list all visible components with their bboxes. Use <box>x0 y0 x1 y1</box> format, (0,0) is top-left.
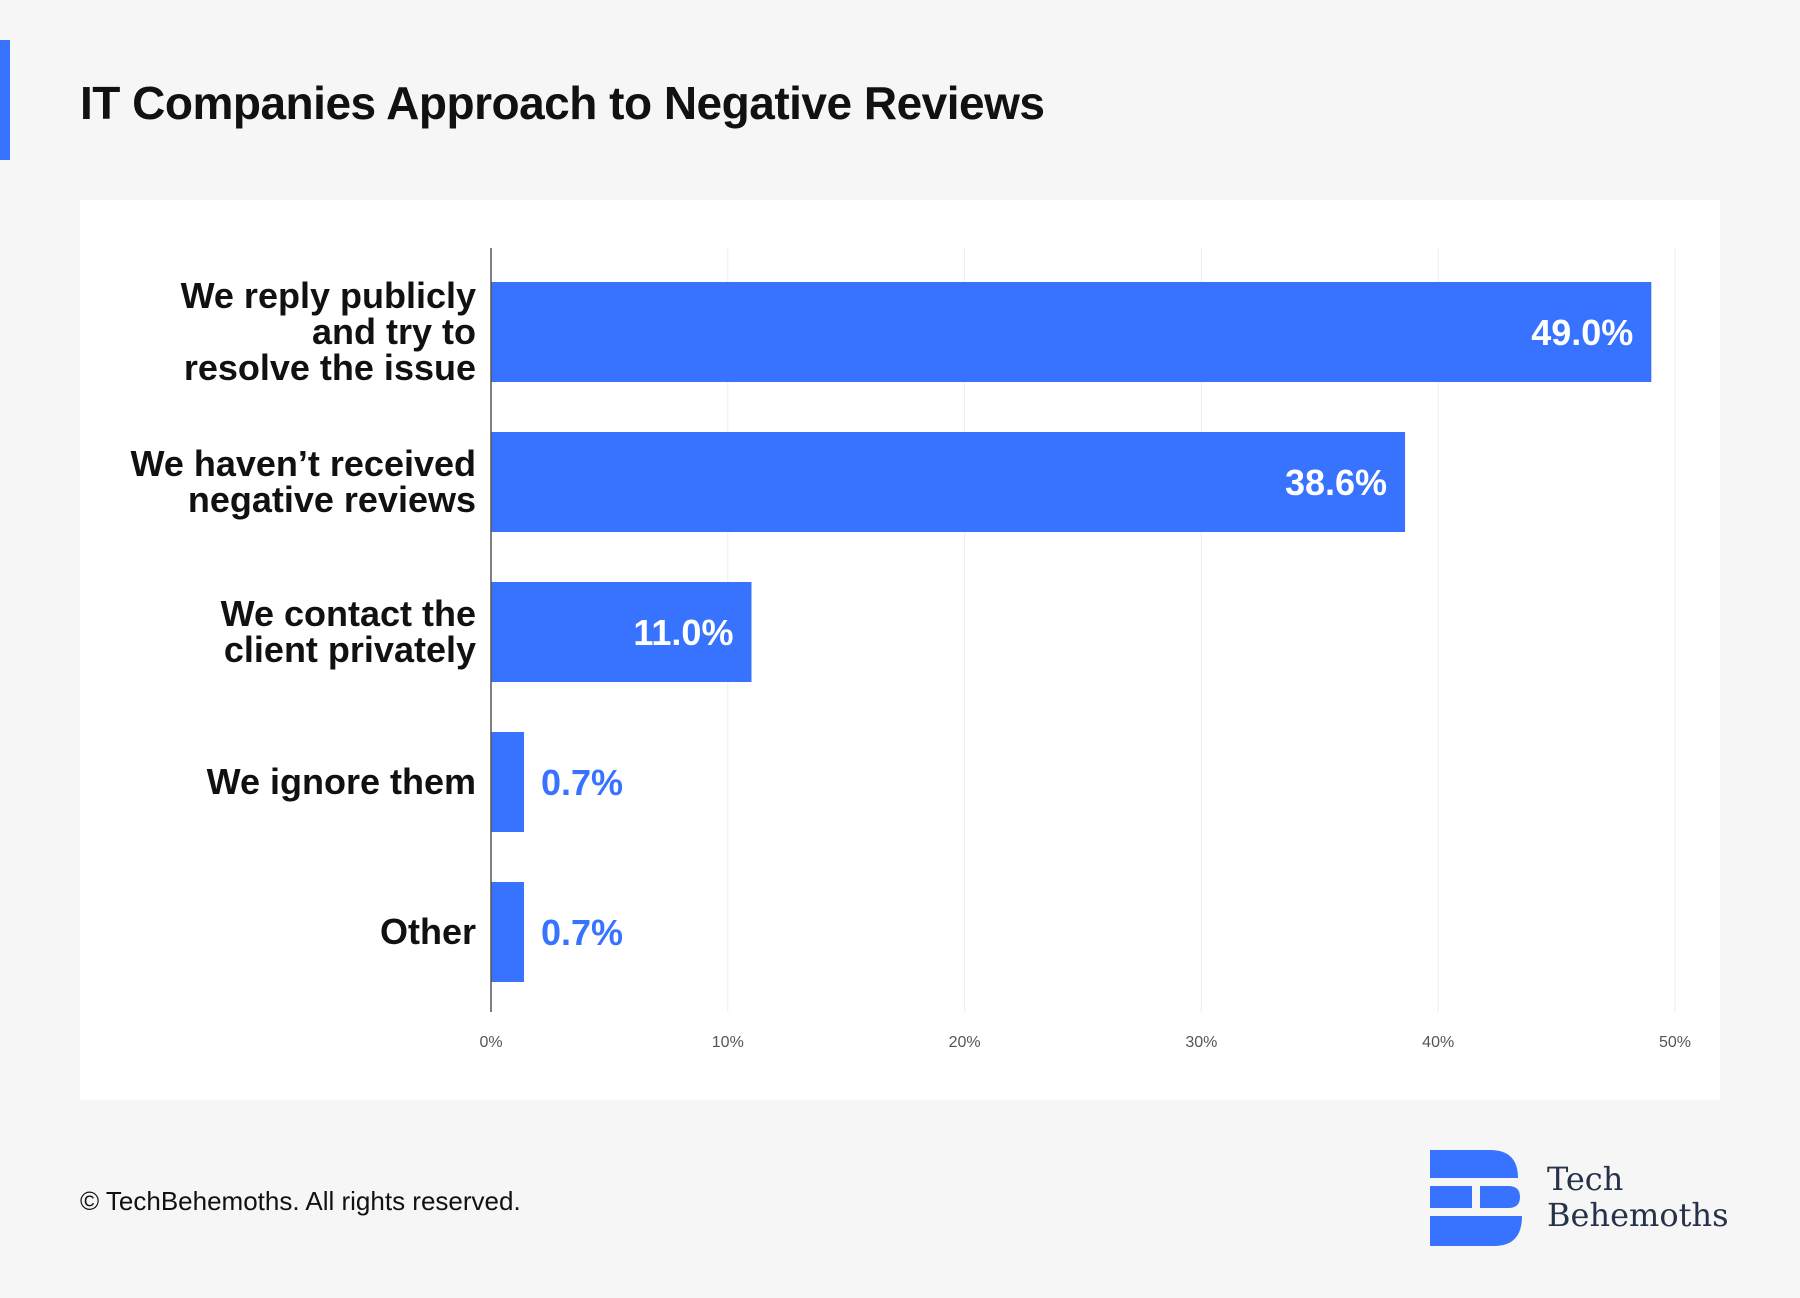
bar-value-label: 49.0% <box>1531 312 1633 353</box>
x-tick-label: 50% <box>1659 1034 1691 1051</box>
category-label-line: We ignore them <box>207 761 476 802</box>
category-label: We haven’t received negative reviews <box>131 443 477 520</box>
accent-bar <box>0 40 10 160</box>
bar-value-label: 38.6% <box>1285 462 1387 503</box>
brand-name-line2: Behemoths <box>1547 1196 1729 1234</box>
category-label-line: Other <box>380 911 476 952</box>
bar-value-label: 0.7% <box>541 912 623 953</box>
category-label: We reply publicly and try to resolve the i… <box>181 275 476 388</box>
category-label: Other <box>380 911 476 952</box>
x-tick-label: 30% <box>1185 1034 1217 1051</box>
category-label-line: resolve the issue <box>184 347 476 388</box>
bar-value-label: 0.7% <box>541 762 623 803</box>
bar <box>491 882 524 982</box>
x-tick-label: 20% <box>949 1034 981 1051</box>
techbehemoths-logo-icon <box>1430 1150 1522 1246</box>
bar-chart: 0% 10% 20% 30% 40% 50% 49.0% We reply publicly a… <box>131 248 1691 1051</box>
bar-value-label: 11.0% <box>633 612 733 653</box>
category-label: We ignore them <box>207 761 476 802</box>
category-label-line: We reply publicly <box>181 275 476 316</box>
bar <box>491 432 1406 532</box>
x-tick-label: 10% <box>712 1034 744 1051</box>
category-label-line: negative reviews <box>188 479 476 520</box>
category-label-line: We contact the <box>221 593 476 634</box>
bar <box>491 282 1652 382</box>
page-title: IT Companies Approach to Negative Review… <box>80 77 1045 129</box>
bar <box>491 732 524 832</box>
category-label: We contact the client privately <box>221 593 476 670</box>
brand-logo: Tech Behemoths <box>1428 1148 1729 1248</box>
copyright-notice: © TechBehemoths. All rights reserved. <box>80 1186 521 1216</box>
chart-panel: 0% 10% 20% 30% 40% 50% 49.0% We reply publicly a… <box>80 200 1720 1100</box>
brand-name-line1: Tech <box>1547 1160 1624 1198</box>
category-label-line: and try to <box>312 311 476 352</box>
x-tick-label: 0% <box>479 1034 502 1051</box>
category-label-line: client privately <box>224 629 476 670</box>
x-tick-label: 40% <box>1422 1034 1454 1051</box>
bar <box>491 582 752 682</box>
category-label-line: We haven’t received <box>131 443 477 484</box>
